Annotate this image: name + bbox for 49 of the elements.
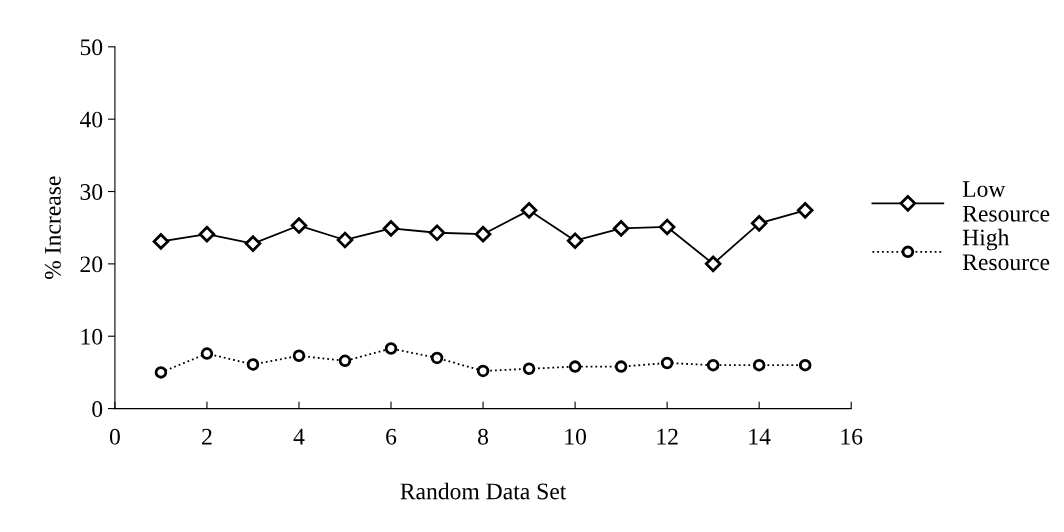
y-tick-label: 40 (79, 111, 103, 128)
point (246, 358, 260, 371)
point (796, 202, 814, 219)
x-tick-label: 2 (202, 428, 212, 445)
point (244, 235, 262, 252)
point (338, 354, 352, 368)
point (200, 347, 214, 360)
point (476, 364, 490, 378)
y-axis-title: % Increase (44, 176, 61, 279)
legend-label: Low Resource (962, 181, 1050, 222)
point (198, 225, 216, 243)
point (706, 358, 720, 372)
x-tick-label: 6 (386, 428, 397, 445)
point (520, 202, 538, 219)
point (384, 342, 398, 355)
x-tick-label: 0 (109, 428, 120, 445)
legend-label: High Resource (962, 228, 1050, 271)
y-tick-label: 30 (80, 184, 103, 200)
point (658, 218, 676, 236)
point (614, 360, 628, 373)
point (336, 231, 354, 249)
point (152, 233, 170, 250)
point (568, 360, 582, 373)
point (428, 224, 446, 242)
point (704, 255, 722, 273)
point (474, 225, 492, 243)
point (290, 217, 308, 234)
x-tick-label: 4 (293, 428, 305, 445)
point (382, 220, 400, 237)
x-tick-label: 12 (657, 428, 678, 445)
y-tick-label: 50 (80, 39, 103, 56)
point (566, 232, 584, 249)
point (752, 358, 766, 372)
point (660, 356, 674, 370)
x-tick-label: 10 (565, 428, 586, 445)
x-tick-label: 16 (841, 428, 863, 445)
point (750, 215, 768, 232)
x-tick-label: 14 (749, 428, 771, 445)
point (154, 366, 168, 379)
x-axis-title: Random Data Set (400, 482, 567, 500)
x-tick-label: 8 (478, 428, 489, 445)
y-tick-label: 10 (81, 328, 103, 345)
point (430, 351, 444, 365)
point (798, 358, 812, 372)
point (522, 362, 536, 376)
y-tick-label: 0 (92, 401, 103, 417)
y-tick-label: 20 (80, 256, 103, 273)
point (612, 220, 630, 237)
point (292, 349, 306, 363)
